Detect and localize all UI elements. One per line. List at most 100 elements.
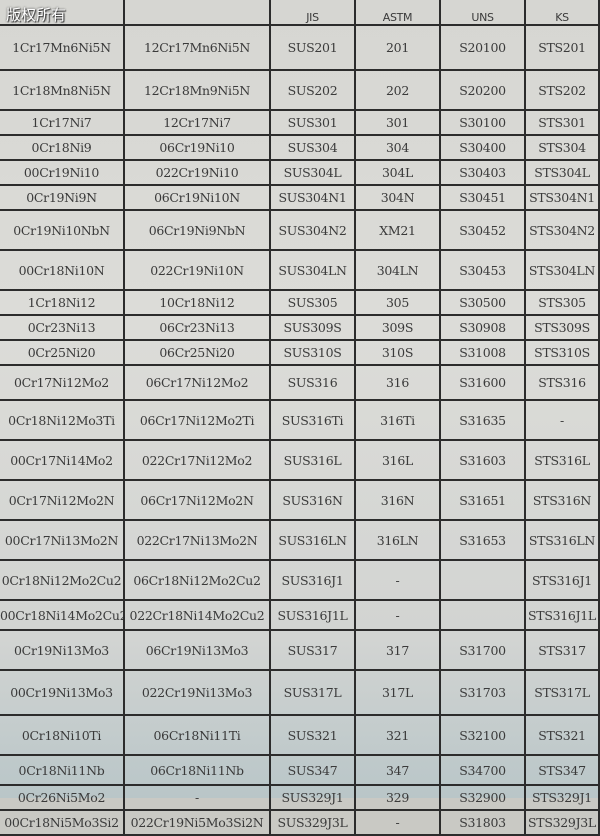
table-cell: 316Ti <box>354 399 441 441</box>
table-row: 0Cr18Ni12Mo2Cu2 06Cr18Ni12Mo2Cu2 SUS316J1-… <box>0 559 600 601</box>
table-cell: XM21 <box>354 209 441 251</box>
table-cell: S30451 <box>439 184 526 211</box>
table-cell: STS304L <box>524 159 600 186</box>
table-cell: 0Cr19Ni10NbN <box>0 209 125 251</box>
table-cell <box>439 559 526 601</box>
table-row: 1Cr17Ni7 12Cr17Ni7 SUS301 301 S30100 STS301 <box>0 109 600 136</box>
table-cell: SUS316L <box>269 439 356 481</box>
table-cell: 304L <box>354 159 441 186</box>
table-cell: 301 <box>354 109 441 136</box>
table-cell: S30100 <box>439 109 526 136</box>
table-cell: 00Cr18Ni10N <box>0 249 125 291</box>
table-cell: 06Cr17Ni12Mo2N <box>123 479 271 521</box>
table-cell: S31700 <box>439 629 526 671</box>
table-cell: 06Cr19Ni10 <box>123 134 271 161</box>
table-cell: 202 <box>354 69 441 111</box>
table-cell: 00Cr19Ni10 <box>0 159 125 186</box>
table-cell: S31653 <box>439 519 526 561</box>
table-cell: 316LN <box>354 519 441 561</box>
table-cell: 022Cr19Ni13Mo3 <box>123 669 271 716</box>
table-cell: S30500 <box>439 289 526 316</box>
table-cell: 06Cr18Ni11Ti <box>123 714 271 756</box>
table-row: 1Cr18Mn8Ni5N 12Cr18Mn9Ni5N SUS202 202 S20200… <box>0 69 600 111</box>
table-cell: S30453 <box>439 249 526 291</box>
table-row: 00Cr17Ni14Mo2 022Cr17Ni12Mo2 SUS316L 316L S3… <box>0 439 600 481</box>
table-cell: 321 <box>354 714 441 756</box>
table-cell: 0Cr19Ni9N <box>0 184 125 211</box>
table-cell: STS202 <box>524 69 600 111</box>
table-cell: 317L <box>354 669 441 716</box>
table-cell: 00Cr17Ni14Mo2 <box>0 439 125 481</box>
table-row: 00Cr18Ni5Mo3Si2 022Cr19Ni5Mo3Si2N SUS329J3… <box>0 809 600 836</box>
table-cell: S31603 <box>439 439 526 481</box>
table-cell: 06Cr25Ni20 <box>123 339 271 366</box>
table-cell: 00Cr17Ni13Mo2N <box>0 519 125 561</box>
table-cell: STS304N2 <box>524 209 600 251</box>
table-cell: SUS304LN <box>269 249 356 291</box>
table-cell: S32100 <box>439 714 526 756</box>
table-cell: 310S <box>354 339 441 366</box>
table-cell: SUS316N <box>269 479 356 521</box>
table-cell: 347 <box>354 754 441 786</box>
table-cell: STS317 <box>524 629 600 671</box>
table-cell: SUS347 <box>269 754 356 786</box>
table-cell: SUS201 <box>269 24 356 71</box>
table-row: 0Cr25Ni20 06Cr25Ni20 SUS310S 310S S31008 STS3… <box>0 339 600 366</box>
table-cell: STS316 <box>524 364 600 401</box>
table-cell: 06Cr23Ni13 <box>123 314 271 341</box>
table-row: 0Cr19Ni10NbN 06Cr19Ni9NbN SUS304N2 XM21 S304… <box>0 209 600 251</box>
table-cell: SUS329J3L <box>269 809 356 836</box>
table-cell: 0Cr18Ni11Nb <box>0 754 125 786</box>
table-cell: 305 <box>354 289 441 316</box>
table-row: 0Cr18Ni11Nb 06Cr18Ni11Nb SUS347 347 S34700 ST… <box>0 754 600 786</box>
table-row: 00Cr19Ni10 022Cr19Ni10 SUS304L 304L S30403 ST… <box>0 159 600 186</box>
table-cell: SUS317L <box>269 669 356 716</box>
table-row: 00Cr18Ni14Mo2Cu2 022Cr18Ni14Mo2Cu2 SUS316J… <box>0 599 600 631</box>
table-cell: - <box>354 559 441 601</box>
table-cell: - <box>354 809 441 836</box>
table-row: 0Cr18Ni9 06Cr19Ni10 SUS304 304 S30400 STS304 <box>0 134 600 161</box>
table-cell: 304 <box>354 134 441 161</box>
table-cell: SUS316J1L <box>269 599 356 631</box>
table-cell: SUS316LN <box>269 519 356 561</box>
table-cell: 304N <box>354 184 441 211</box>
table-cell: 12Cr17Ni7 <box>123 109 271 136</box>
table-cell: 1Cr18Ni12 <box>0 289 125 316</box>
table-cell: 1Cr17Mn6Ni5N <box>0 24 125 71</box>
table-cell: 022Cr19Ni10 <box>123 159 271 186</box>
table-cell: S30400 <box>439 134 526 161</box>
table-cell: 0Cr18Ni10Ti <box>0 714 125 756</box>
table-cell: S30908 <box>439 314 526 341</box>
table-cell: 06Cr18Ni12Mo2Cu2 <box>123 559 271 601</box>
table-cell: S31008 <box>439 339 526 366</box>
column-header: ASTM <box>354 0 441 26</box>
table-cell: S31651 <box>439 479 526 521</box>
table-cell: 0Cr17Ni12Mo2N <box>0 479 125 521</box>
table-cell: - <box>524 399 600 441</box>
table-cell: SUS305 <box>269 289 356 316</box>
table-cell: 00Cr19Ni13Mo3 <box>0 669 125 716</box>
table-row: 0Cr23Ni13 06Cr23Ni13 SUS309S 309S S30908 STS3… <box>0 314 600 341</box>
table-cell: 1Cr18Mn8Ni5N <box>0 69 125 111</box>
table-cell: 06Cr18Ni11Nb <box>123 754 271 786</box>
table-row: 00Cr19Ni13Mo3 022Cr19Ni13Mo3 SUS317L 317L S3… <box>0 669 600 716</box>
watermark: 版权所有 <box>6 6 67 24</box>
table-cell: SUS304 <box>269 134 356 161</box>
table-row: 0Cr18Ni12Mo3Ti 06Cr17Ni12Mo2Ti SUS316Ti 316… <box>0 399 600 441</box>
table-cell: S31803 <box>439 809 526 836</box>
table-cell: 0Cr18Ni12Mo2Cu2 <box>0 559 125 601</box>
table-cell: 10Cr18Ni12 <box>123 289 271 316</box>
table-cell: STS304N1 <box>524 184 600 211</box>
table-row: 1Cr18Ni12 10Cr18Ni12 SUS305 305 S30500 STS305 <box>0 289 600 316</box>
table-row: 00Cr17Ni13Mo2N 022Cr17Ni13Mo2N SUS316LN 316… <box>0 519 600 561</box>
table-cell: 1Cr17Ni7 <box>0 109 125 136</box>
table-cell: S31635 <box>439 399 526 441</box>
table-cell: SUS321 <box>269 714 356 756</box>
table-row: 1Cr17Mn6Ni5N 12Cr17Mn6Ni5N SUS201 201 S20100… <box>0 24 600 71</box>
table-cell: 0Cr25Ni20 <box>0 339 125 366</box>
table-cell: 316 <box>354 364 441 401</box>
table-cell: SUS309S <box>269 314 356 341</box>
table-cell: 201 <box>354 24 441 71</box>
